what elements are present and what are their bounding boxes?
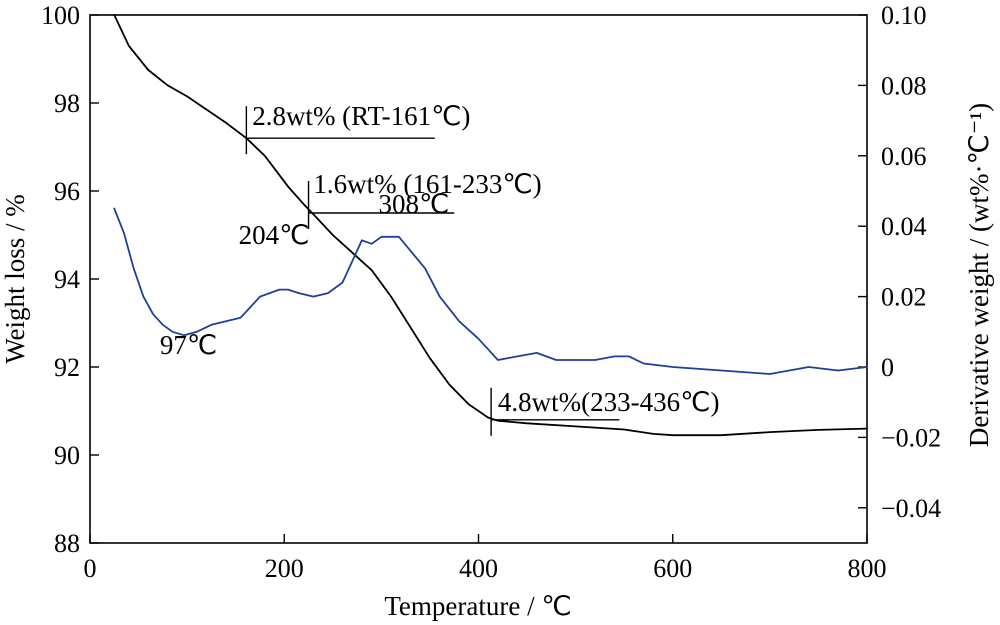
annotation-label: 97℃ (160, 330, 217, 360)
y2-tick-label: 0.06 (881, 142, 927, 171)
x-axis: 0 200 400 600 800 (84, 534, 887, 583)
annotation-label: 308℃ (378, 189, 449, 219)
y2-tick-label: 0.04 (881, 212, 927, 241)
y2-tick-label: −0.02 (881, 423, 941, 452)
series-group (113, 14, 868, 437)
y-tick-label: 90 (54, 441, 80, 470)
x-tick-label: 400 (459, 554, 498, 583)
x-tick-label: 200 (265, 554, 304, 583)
series-line-weight-loss (113, 14, 868, 437)
x-tick-label: 600 (653, 554, 692, 583)
y2-tick-label: −0.04 (881, 494, 941, 523)
series-line-derivative-weight (113, 207, 868, 375)
x-tick-label: 800 (848, 554, 887, 583)
y-axis-right-title: Derivative weight / (wt%·℃⁻¹) (964, 103, 994, 447)
annotation-label: 2.8wt% (RT-161℃) (252, 101, 470, 131)
y2-tick-label: 0 (881, 353, 894, 382)
annotations-group: 2.8wt% (RT-161℃) 1.6wt% (161-233℃) 4.8wt%(… (160, 101, 720, 436)
y-tick-label: 98 (54, 89, 80, 118)
y-tick-label: 100 (41, 1, 80, 30)
y-tick-label: 88 (54, 529, 80, 558)
x-axis-title: Temperature / ℃ (384, 591, 571, 621)
y-axis-left: 88 90 92 94 96 98 100 (41, 1, 99, 558)
y2-tick-label: 0.02 (881, 283, 927, 312)
y2-tick-label: 0.08 (881, 71, 927, 100)
annotation-label: 4.8wt%(233-436℃) (498, 387, 720, 417)
y-tick-label: 94 (54, 265, 80, 294)
y-axis-left-title: Weight loss / % (0, 194, 30, 364)
plot-frame (89, 14, 868, 544)
y-tick-label: 96 (54, 177, 80, 206)
y-tick-label: 92 (54, 353, 80, 382)
x-tick-label: 0 (84, 554, 97, 583)
annotation-label: 1.6wt% (161-233℃) (313, 169, 541, 199)
annotation-label: 204℃ (239, 220, 310, 250)
y-axis-right: −0.04 −0.02 0 0.02 0.04 0.06 0.08 0.10 (858, 1, 941, 523)
y2-tick-label: 0.10 (881, 1, 927, 30)
